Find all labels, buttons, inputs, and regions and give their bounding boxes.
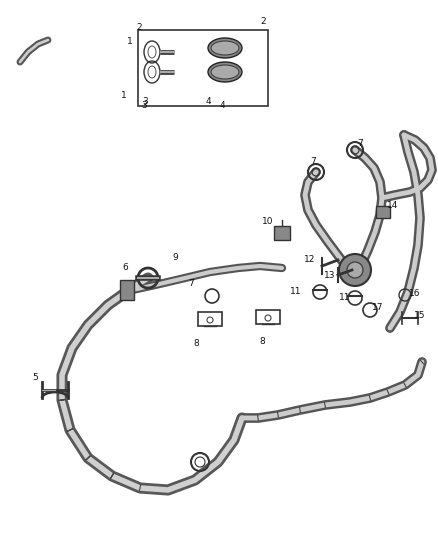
Text: 11: 11 — [290, 287, 302, 296]
Circle shape — [339, 254, 371, 286]
Text: 3: 3 — [141, 101, 147, 110]
Text: 6: 6 — [122, 263, 128, 272]
Circle shape — [347, 262, 363, 278]
Text: 7: 7 — [310, 157, 316, 166]
Text: 5: 5 — [32, 374, 38, 383]
Bar — [376, 206, 390, 218]
Text: 8: 8 — [193, 340, 199, 349]
Text: 7: 7 — [357, 140, 363, 149]
Text: 4: 4 — [205, 96, 211, 106]
Text: 14: 14 — [387, 201, 399, 211]
Bar — [138, 30, 268, 106]
Bar — [120, 280, 134, 300]
Ellipse shape — [211, 65, 239, 79]
Text: 10: 10 — [262, 217, 274, 227]
Text: 9: 9 — [172, 254, 178, 262]
Ellipse shape — [208, 38, 242, 58]
Bar — [256, 310, 280, 324]
Text: 2: 2 — [260, 18, 266, 27]
Text: 4: 4 — [219, 101, 225, 110]
Ellipse shape — [211, 41, 239, 55]
Text: 13: 13 — [324, 271, 336, 279]
Text: 8: 8 — [259, 337, 265, 346]
Text: 1: 1 — [127, 37, 133, 46]
Ellipse shape — [208, 62, 242, 82]
Bar — [274, 226, 290, 240]
Text: 7: 7 — [188, 279, 194, 288]
Text: 1: 1 — [121, 91, 127, 100]
Text: 12: 12 — [304, 255, 316, 264]
Text: 17: 17 — [372, 303, 384, 312]
Text: 16: 16 — [409, 288, 421, 297]
Text: 3: 3 — [142, 96, 148, 106]
Text: 2: 2 — [136, 23, 142, 33]
Bar — [198, 312, 222, 326]
Text: 15: 15 — [414, 311, 426, 320]
Text: 11: 11 — [339, 294, 351, 303]
